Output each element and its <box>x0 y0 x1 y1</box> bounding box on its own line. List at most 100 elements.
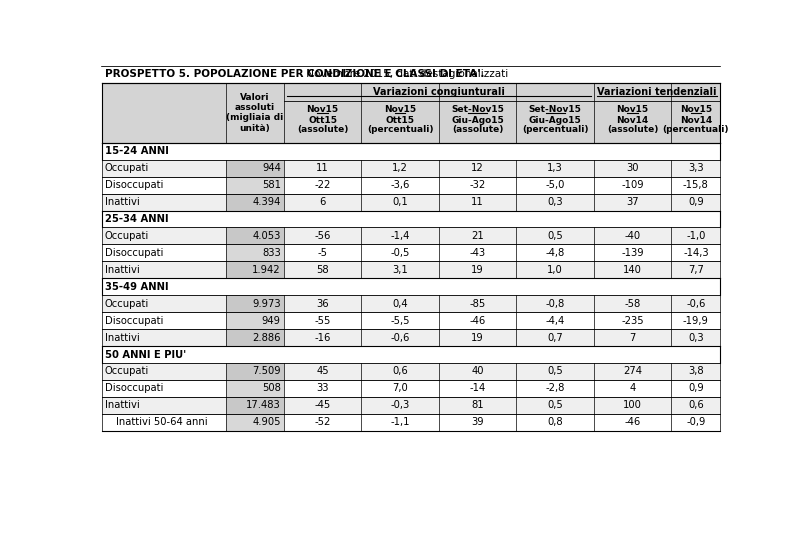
Bar <box>102 66 720 83</box>
Text: 3,1: 3,1 <box>392 265 408 275</box>
Bar <box>102 414 720 431</box>
Bar <box>102 380 720 397</box>
Text: -19,9: -19,9 <box>683 316 709 326</box>
Text: (percentuali): (percentuali) <box>662 125 729 134</box>
Text: 4.053: 4.053 <box>253 231 281 241</box>
Text: 21: 21 <box>472 231 484 241</box>
Text: 11: 11 <box>316 163 329 173</box>
Text: 37: 37 <box>626 197 639 207</box>
Text: 25-34 ANNI: 25-34 ANNI <box>105 214 168 224</box>
Bar <box>102 143 720 159</box>
Text: 50 ANNI E PIU': 50 ANNI E PIU' <box>105 350 186 359</box>
Bar <box>226 227 284 244</box>
Text: 4.394: 4.394 <box>253 197 281 207</box>
Text: 4: 4 <box>630 384 636 393</box>
Text: Ott15: Ott15 <box>308 116 337 125</box>
Text: -1,0: -1,0 <box>687 231 706 241</box>
Text: 0,5: 0,5 <box>547 231 563 241</box>
Text: (assolute): (assolute) <box>452 125 504 134</box>
Text: -58: -58 <box>625 299 641 309</box>
Text: -56: -56 <box>314 231 331 241</box>
Text: 58: 58 <box>316 265 329 275</box>
Text: Inattivi: Inattivi <box>105 197 140 207</box>
Text: Variazioni congiunturali: Variazioni congiunturali <box>373 87 505 96</box>
Text: Giu-Ago15: Giu-Ago15 <box>529 116 581 125</box>
Text: (assolute): (assolute) <box>607 125 658 134</box>
Text: 35-49 ANNI: 35-49 ANNI <box>105 282 168 292</box>
Text: PROSPETTO 5. POPOLAZIONE PER CONDIZIONE E CLASSI DI ETA'.: PROSPETTO 5. POPOLAZIONE PER CONDIZIONE … <box>105 69 484 79</box>
Text: 9.973: 9.973 <box>252 299 281 309</box>
Text: Occupati: Occupati <box>105 163 149 173</box>
Bar <box>102 176 720 193</box>
Text: 81: 81 <box>472 401 484 410</box>
Text: 33: 33 <box>317 384 329 393</box>
Text: Nov14: Nov14 <box>680 116 712 125</box>
Text: 0,1: 0,1 <box>392 197 408 207</box>
Text: -5: -5 <box>318 248 328 258</box>
Bar <box>102 159 720 176</box>
Text: Inattivi: Inattivi <box>105 401 140 410</box>
Text: Nov14: Nov14 <box>617 116 649 125</box>
Text: 508: 508 <box>262 384 281 393</box>
Text: 7,7: 7,7 <box>688 265 704 275</box>
Text: -52: -52 <box>314 417 331 427</box>
Bar <box>102 210 720 227</box>
Text: Inattivi: Inattivi <box>105 265 140 275</box>
Text: -46: -46 <box>469 316 486 326</box>
Text: -5,5: -5,5 <box>391 316 410 326</box>
Bar <box>226 397 284 414</box>
Bar <box>102 83 720 143</box>
Text: 3,8: 3,8 <box>688 367 703 376</box>
Text: Nov15: Nov15 <box>680 105 712 114</box>
Text: Occupati: Occupati <box>105 231 149 241</box>
Text: Variazioni tendenziali: Variazioni tendenziali <box>597 87 717 96</box>
Bar <box>102 295 720 312</box>
Bar <box>102 346 720 363</box>
Text: -139: -139 <box>622 248 644 258</box>
Bar <box>102 397 720 414</box>
Bar <box>102 227 720 244</box>
Text: Novembre 2015, dati destagionalizzati: Novembre 2015, dati destagionalizzati <box>302 69 508 79</box>
Bar <box>102 193 720 210</box>
Text: -1,4: -1,4 <box>391 231 410 241</box>
Text: 0,4: 0,4 <box>392 299 408 309</box>
Text: -0,5: -0,5 <box>391 248 410 258</box>
Bar <box>102 363 720 380</box>
Text: Ott15: Ott15 <box>386 116 415 125</box>
Text: -46: -46 <box>625 417 641 427</box>
Bar <box>226 414 284 431</box>
Text: Inattivi 50-64 anni: Inattivi 50-64 anni <box>115 417 208 427</box>
Text: -4,4: -4,4 <box>545 316 565 326</box>
Bar <box>102 244 720 261</box>
Text: 1,0: 1,0 <box>547 265 563 275</box>
Text: 0,9: 0,9 <box>688 197 703 207</box>
Text: 0,3: 0,3 <box>688 333 703 342</box>
Text: -14: -14 <box>469 384 486 393</box>
Text: Nov15: Nov15 <box>384 105 416 114</box>
Text: (assolute): (assolute) <box>297 125 348 134</box>
Text: Nov15: Nov15 <box>306 105 338 114</box>
Text: 0,9: 0,9 <box>688 384 703 393</box>
Text: 0,7: 0,7 <box>547 333 563 342</box>
Text: -0,6: -0,6 <box>391 333 410 342</box>
Text: 2.886: 2.886 <box>253 333 281 342</box>
Text: 45: 45 <box>316 367 329 376</box>
Bar <box>226 363 284 380</box>
Text: 7.509: 7.509 <box>252 367 281 376</box>
Text: 40: 40 <box>472 367 484 376</box>
Text: -0,3: -0,3 <box>391 401 410 410</box>
Text: Inattivi: Inattivi <box>105 333 140 342</box>
Text: 0,6: 0,6 <box>688 401 703 410</box>
Text: Valori
assoluti
(migliaia di
unità): Valori assoluti (migliaia di unità) <box>226 93 283 133</box>
Text: Occupati: Occupati <box>105 367 149 376</box>
Text: -0,9: -0,9 <box>687 417 706 427</box>
Text: 274: 274 <box>623 367 642 376</box>
Text: -0,6: -0,6 <box>687 299 706 309</box>
Text: -235: -235 <box>622 316 644 326</box>
Text: 0,3: 0,3 <box>547 197 563 207</box>
Text: Disoccupati: Disoccupati <box>105 384 164 393</box>
Bar <box>102 329 720 346</box>
Text: 581: 581 <box>261 180 281 190</box>
Text: -2,8: -2,8 <box>545 384 565 393</box>
Text: 17.483: 17.483 <box>246 401 281 410</box>
